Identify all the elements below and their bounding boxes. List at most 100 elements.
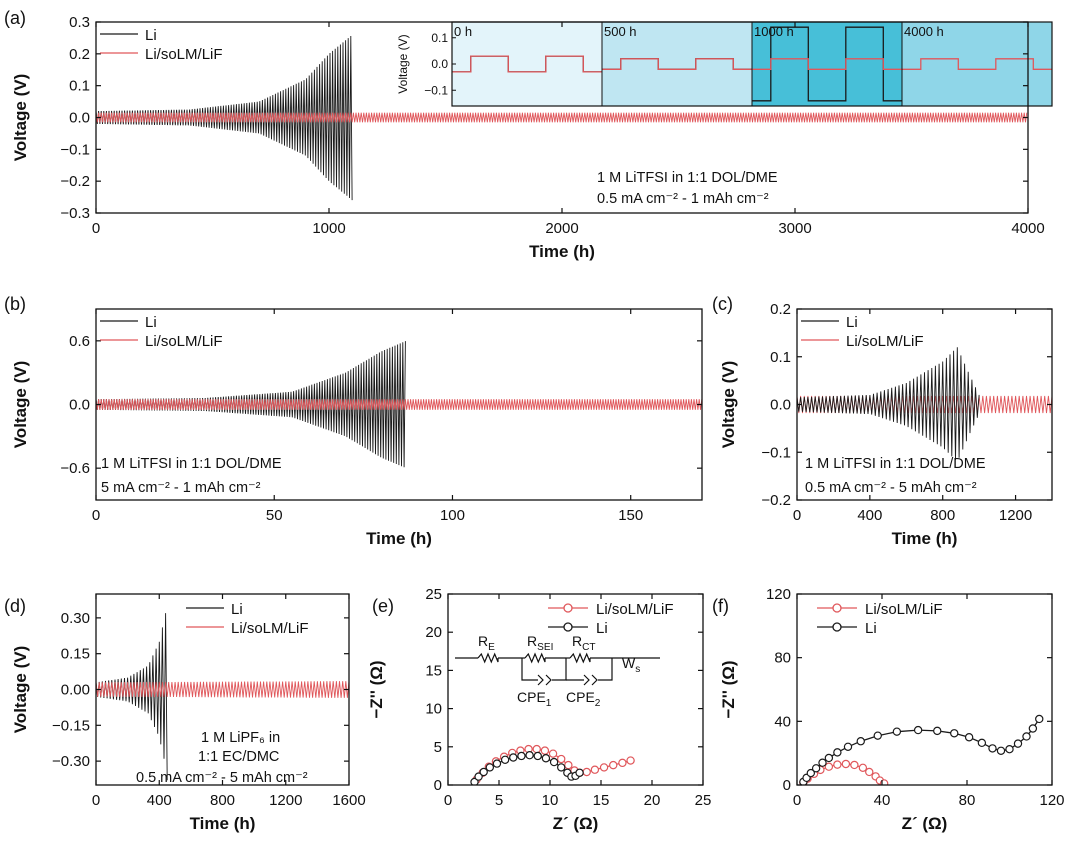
series-line-lisolmlif [96, 112, 1028, 123]
plot-area [797, 347, 1052, 461]
label-cpe1: CPE1 [517, 689, 552, 709]
legend-label: Li/soLM/LiF [145, 46, 223, 63]
x-tick-label: 1200 [999, 507, 1032, 524]
y-tick-label: 80 [774, 650, 791, 667]
data-point [811, 764, 821, 773]
legend-label: Li/soLM/LiF [596, 601, 674, 618]
data-point [590, 765, 600, 774]
x-axis-title: Z´ (Ω) [902, 814, 948, 833]
plot-frame [796, 593, 1053, 786]
data-point [533, 751, 542, 761]
y-tick-label: 0.15 [61, 646, 90, 663]
cpe1-symbol [537, 674, 552, 686]
panel-label: (a) [4, 8, 26, 28]
y-tick-label: −0.1 [761, 444, 791, 461]
x-tick-label: 40 [874, 792, 891, 809]
x-tick-label: 20 [644, 792, 661, 809]
data-point [626, 756, 635, 765]
data-point [1005, 744, 1014, 754]
legend-label: Li/soLM/LiF [865, 601, 943, 618]
data-point [564, 760, 573, 770]
resistor-rct [569, 652, 591, 664]
legend-label: Li [865, 620, 877, 637]
plot-area [470, 744, 635, 785]
resistor-re [477, 652, 499, 664]
data-point [618, 758, 627, 768]
x-tick-label: 0 [793, 507, 801, 524]
data-point [873, 731, 882, 740]
x-tick-label: 4000 [1011, 220, 1044, 237]
y-tick-label: −0.2 [761, 492, 791, 509]
cpe2-symbol [583, 674, 598, 686]
data-point [892, 727, 902, 736]
data-point [865, 767, 874, 777]
y-tick-label: 25 [425, 586, 442, 603]
y-tick-label: 0.0 [69, 110, 90, 127]
data-point [818, 758, 827, 767]
data-point [485, 763, 495, 772]
wire [598, 658, 613, 681]
inset-li-line [752, 26, 902, 102]
inset: 0 h 500 h 1000 h 4000 h −0.1 0.0 0.1 Voltage (V… [396, 21, 1053, 107]
x-axis-title: Time (h) [190, 814, 256, 833]
x-tick-label: 120 [1039, 792, 1064, 809]
legend-label: Li/soLM/LiF [846, 333, 924, 350]
y-tick-label: 0.6 [69, 333, 90, 350]
annotation-text: 1 M LiPF₆ in [201, 730, 280, 746]
legend-marker [563, 622, 573, 632]
annotation-text: 1 M LiTFSI in 1:1 DOL/DME [101, 456, 282, 472]
inset-band [602, 22, 752, 106]
y-tick-label: 0.1 [69, 78, 90, 95]
data-point [950, 729, 959, 738]
label-rsei: RSEI [527, 633, 553, 653]
legend-label: Li [231, 601, 243, 618]
inset-segment-label: 4000 h [904, 24, 944, 39]
data-point [858, 763, 868, 773]
panel-label: (e) [372, 596, 394, 616]
legend-label: Li [596, 620, 608, 637]
inset-coated-line [902, 58, 1052, 70]
y-axis-title: Voltage (V) [719, 361, 738, 449]
y-axis-title: Voltage (V) [11, 361, 30, 449]
x-tick-label: 1000 [312, 220, 345, 237]
x-axis-title: Z´ (Ω) [553, 814, 599, 833]
x-tick-label: 800 [210, 792, 235, 809]
series-line-lisolmlif [96, 681, 349, 698]
x-tick-label: 10 [542, 792, 559, 809]
y-axis-title: Voltage (V) [11, 74, 30, 162]
y-tick-label: −0.6 [60, 460, 90, 477]
y-axis-title: −Z'' (Ω) [367, 660, 386, 718]
data-point [540, 746, 550, 755]
inset-y-tick-label: −0.1 [424, 83, 448, 97]
annotation-text: 1 M LiTFSI in 1:1 DOL/DME [805, 456, 986, 472]
data-point [833, 760, 842, 769]
plot-area [799, 714, 1044, 785]
data-point [509, 753, 518, 762]
data-point [1013, 739, 1023, 748]
panel-label: (d) [4, 596, 26, 616]
label-rct: RCT [572, 633, 596, 653]
x-tick-label: 80 [959, 792, 976, 809]
y-tick-label: 0 [783, 777, 791, 794]
x-axis-title: Time (h) [366, 529, 432, 548]
y-axis-title: Voltage (V) [11, 646, 30, 734]
y-tick-label: 15 [425, 662, 442, 679]
x-tick-label: 0 [92, 507, 100, 524]
annotation-text: 0.5 mA cm⁻² - 5 mAh cm⁻² [805, 480, 977, 496]
inset-band [902, 22, 1052, 106]
data-point [599, 763, 609, 772]
data-point [525, 751, 534, 760]
data-point [843, 742, 853, 752]
data-point [1028, 724, 1038, 733]
y-axis-title: −Z'' (Ω) [719, 660, 738, 718]
legend-marker [832, 622, 842, 632]
x-tick-label: 400 [147, 792, 172, 809]
inset-segment-label: 0 h [454, 24, 472, 39]
data-point [500, 755, 510, 764]
data-point [964, 733, 974, 742]
data-point [977, 738, 987, 748]
inset-band [752, 22, 902, 106]
inset-y-axis-title: Voltage (V) [396, 34, 410, 93]
circuit-labels: RE RSEI RCT Ws CPE1 CPE2 [478, 633, 640, 709]
